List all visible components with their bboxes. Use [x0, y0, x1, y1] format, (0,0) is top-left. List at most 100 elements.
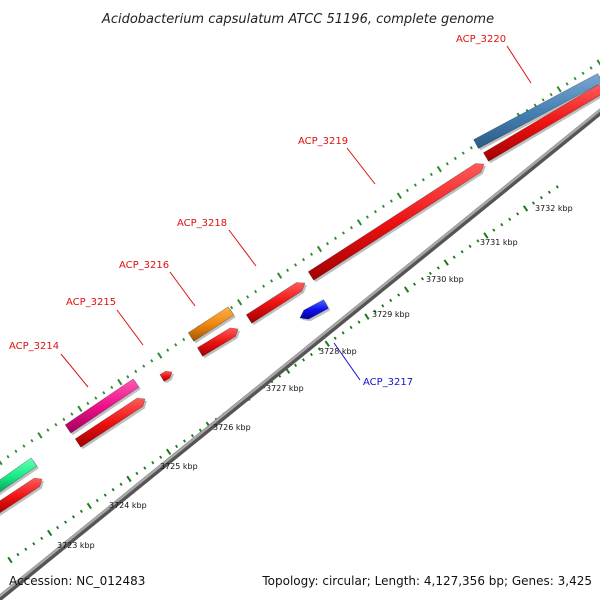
reverse-tick-mark [32, 542, 36, 546]
gene-feature[interactable] [0, 477, 44, 518]
reverse-tick-mark [539, 195, 543, 200]
reverse-tick-mark [294, 363, 298, 367]
reverse-tick-mark [522, 205, 529, 212]
reverse-tick-mark [397, 293, 401, 297]
gene-feature-acp-3215[interactable] [159, 370, 174, 384]
forward-tick-mark [381, 204, 385, 209]
reverse-tick-mark [111, 488, 115, 492]
forward-tick-mark [276, 272, 283, 279]
gene-label-acp-3216[interactable]: ACP_3216 [119, 260, 169, 271]
reverse-tick-mark [357, 320, 361, 324]
reverse-tick-mark [428, 271, 432, 276]
reverse-tick-mark [516, 212, 520, 216]
forward-tick-mark [182, 337, 186, 342]
reverse-tick-mark [452, 255, 456, 259]
gene-feature[interactable] [196, 327, 240, 359]
forward-tick-mark [110, 385, 114, 390]
gene-feature[interactable] [483, 84, 600, 164]
reverse-tick-mark [555, 185, 559, 189]
reverse-tick-mark [56, 525, 60, 530]
reverse-tick-mark [333, 336, 337, 340]
gene-feature-acp-3220[interactable] [473, 73, 600, 151]
scale-labels: 3723 kbp 3724 kbp 3725 kbp 3726 kbp 3727 kbp… [57, 204, 573, 550]
forward-tick-mark [150, 359, 154, 363]
accession-label: Accession: NC_012483 [9, 574, 145, 588]
reverse-tick-mark [119, 482, 123, 486]
forward-tick-mark [70, 412, 74, 416]
gene-feature-acp-3216[interactable] [187, 306, 236, 344]
reverse-tick-mark [301, 358, 306, 362]
reverse-strand-ticks [7, 185, 559, 564]
reverse-tick-mark [436, 266, 440, 270]
gene-label-acp-3218[interactable]: ACP_3218 [177, 218, 227, 229]
forward-tick-mark [436, 165, 442, 173]
gene-label-acp-3217[interactable]: ACP_3217 [363, 377, 413, 388]
gene-feature[interactable] [74, 397, 147, 450]
gene-label-acp-3219[interactable]: ACP_3219 [298, 136, 348, 147]
reverse-tick-mark [182, 439, 187, 443]
reverse-tick-mark [508, 217, 512, 221]
gene-leader-line [346, 147, 376, 185]
forward-tick-mark [541, 98, 545, 102]
forward-tick-mark [254, 289, 258, 294]
reverse-tick-mark [483, 232, 489, 239]
forward-tick-mark [142, 364, 146, 368]
forward-tick-mark [589, 66, 593, 70]
reverse-tick-mark [135, 471, 139, 476]
reverse-tick-mark [443, 259, 449, 266]
reverse-tick-mark [317, 347, 321, 351]
forward-tick-mark [237, 299, 243, 306]
reverse-tick-mark [143, 466, 147, 470]
reverse-tick-mark [103, 493, 107, 497]
reverse-tick-mark [468, 244, 472, 248]
forward-tick-mark [0, 460, 3, 466]
gene-label-acp-3220[interactable]: ACP_3220 [456, 34, 506, 45]
gene-label-acp-3214[interactable]: ACP_3214 [9, 341, 59, 352]
gene-leader-line [228, 229, 257, 267]
forward-tick-mark [102, 391, 106, 395]
gene-leader-line [333, 342, 361, 381]
forward-tick-mark [62, 417, 66, 422]
gene-feature-acp-3218[interactable] [245, 282, 307, 326]
gene-feature-acp-3219[interactable] [307, 163, 486, 283]
forward-tick-mark [270, 279, 274, 283]
reverse-tick-mark [79, 509, 83, 513]
reverse-tick-mark [151, 460, 155, 465]
scale-label: 3729 kbp [372, 310, 410, 319]
forward-tick-mark [556, 86, 562, 93]
gene-feature-acp-3217[interactable] [299, 299, 331, 322]
gene-leader-line [506, 45, 532, 84]
forward-tick-mark [22, 444, 26, 448]
gene-labels: ACP_3214 ACP_3215 ACP_3216 ACP_3218 ACP_3219… [9, 34, 532, 388]
forward-tick-mark [549, 92, 553, 97]
scale-label: 3727 kbp [266, 384, 304, 393]
forward-tick-mark [46, 428, 50, 432]
gene-features [0, 73, 600, 518]
reverse-tick-mark [95, 498, 99, 503]
forward-tick-mark [421, 178, 425, 182]
reverse-tick-mark [198, 428, 202, 432]
reverse-tick-mark [166, 448, 172, 456]
gene-leader-line [169, 271, 196, 307]
scale-label: 3731 kbp [480, 238, 518, 247]
gene-label-acp-3215[interactable]: ACP_3215 [66, 297, 116, 308]
reverse-tick-mark [309, 352, 313, 357]
reverse-tick-mark [381, 304, 385, 308]
genome-summary: Topology: circular; Length: 4,127,356 bp… [261, 574, 592, 588]
forward-tick-mark [356, 219, 363, 226]
forward-tick-mark [174, 343, 178, 347]
forward-tick-mark [117, 378, 123, 386]
forward-tick-mark [365, 215, 369, 219]
forward-tick-mark [54, 423, 58, 427]
scale-label: 3723 kbp [57, 541, 95, 550]
reverse-tick-mark [47, 529, 53, 537]
forward-tick-mark [77, 405, 83, 412]
forward-tick-mark [157, 352, 163, 359]
reverse-tick-mark [389, 298, 393, 303]
forward-tick-mark [316, 245, 323, 253]
reverse-tick-mark [349, 325, 353, 330]
gene-feature-acp-3214[interactable] [64, 378, 141, 436]
reverse-tick-mark [7, 556, 13, 564]
gene-feature[interactable] [0, 457, 39, 496]
reverse-tick-mark [420, 277, 424, 281]
